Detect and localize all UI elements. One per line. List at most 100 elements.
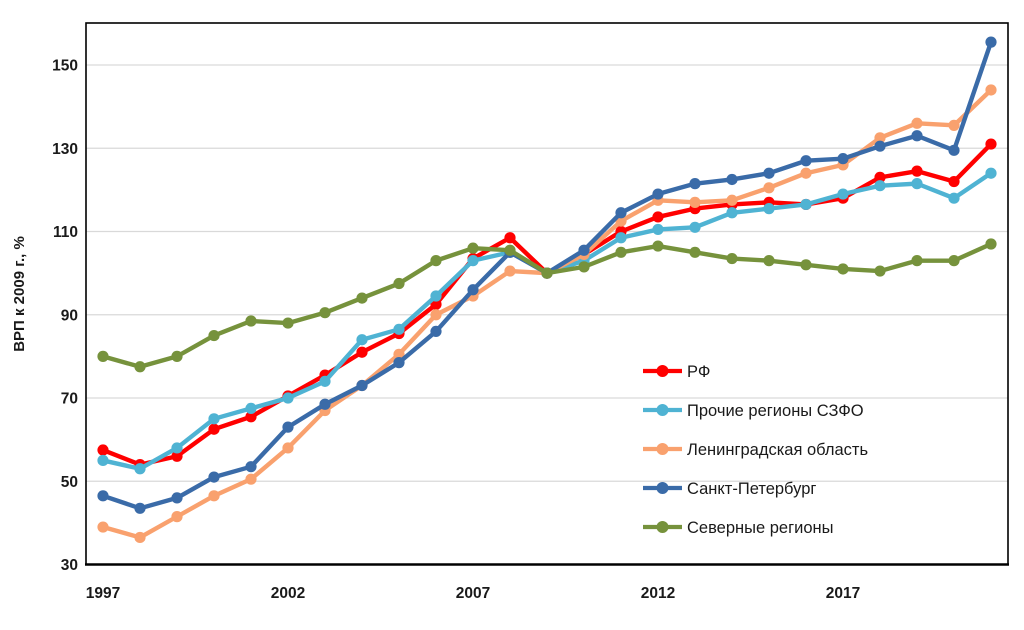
data-point: [837, 263, 849, 275]
x-tick-label: 2017: [826, 585, 860, 602]
data-point: [97, 454, 109, 467]
data-point: [874, 132, 886, 144]
data-point: [763, 203, 775, 215]
legend-marker: [656, 404, 669, 416]
data-point: [171, 450, 183, 462]
data-point: [97, 490, 109, 502]
data-point: [615, 232, 627, 244]
data-point: [245, 461, 257, 473]
data-point: [171, 492, 183, 504]
data-point: [282, 317, 294, 329]
data-point: [837, 188, 849, 200]
x-tick-label: 1997: [86, 585, 120, 602]
data-point: [134, 361, 146, 373]
data-point: [245, 402, 257, 415]
data-point: [948, 119, 960, 131]
legend-label: Северные регионы: [687, 519, 834, 537]
data-point: [948, 255, 960, 267]
data-point: [393, 357, 405, 369]
data-point: [356, 334, 368, 346]
data-point: [985, 36, 997, 48]
data-point: [356, 379, 368, 392]
data-point: [985, 238, 997, 250]
data-point: [726, 173, 738, 186]
y-tick-label: 50: [61, 474, 78, 491]
data-point: [763, 255, 775, 267]
data-point: [800, 259, 812, 271]
data-point: [356, 346, 368, 358]
data-point: [134, 463, 146, 475]
y-axis-title: ВРП к 2009 г., %: [11, 236, 28, 352]
data-point: [800, 155, 812, 167]
data-point: [911, 117, 923, 129]
legend-item-szfo-other: Прочие регионы СЗФО: [643, 402, 864, 420]
data-point: [171, 442, 183, 454]
legend-item-spb: Санкт-Петербург: [643, 480, 816, 498]
data-point: [467, 255, 479, 267]
legend-marker: [656, 482, 669, 494]
data-point: [874, 140, 886, 152]
x-tick-label: 2002: [271, 585, 305, 602]
y-tick-label: 150: [52, 58, 78, 75]
data-point: [97, 444, 109, 456]
data-point: [689, 196, 701, 208]
data-point: [97, 521, 109, 533]
data-point: [208, 471, 220, 483]
data-point: [652, 240, 664, 252]
legend-item-north: Северные регионы: [643, 519, 834, 537]
data-point: [208, 490, 220, 502]
y-tick-label: 130: [52, 141, 78, 158]
data-point: [874, 180, 886, 192]
data-point: [652, 188, 664, 200]
legend-item-lenobl: Ленинградская область: [643, 441, 868, 459]
data-point: [245, 315, 257, 327]
data-point: [911, 255, 923, 267]
legend-marker: [656, 443, 669, 455]
series-szfo-other-line: [100, 171, 994, 471]
series-lenobl: [97, 84, 997, 544]
data-point: [282, 421, 294, 433]
legend-marker: [656, 521, 669, 533]
data-point: [911, 178, 923, 190]
data-point: [208, 413, 220, 425]
data-point: [800, 198, 812, 211]
data-point: [985, 138, 997, 150]
data-point: [430, 325, 442, 337]
data-point: [319, 307, 331, 319]
data-point: [504, 232, 516, 244]
legend-label: Санкт-Петербург: [687, 480, 816, 498]
data-point: [282, 442, 294, 454]
y-tick-label: 110: [53, 224, 78, 241]
data-point: [467, 242, 479, 254]
data-point: [652, 223, 664, 236]
data-point: [504, 265, 516, 277]
legend-label: Прочие регионы СЗФО: [687, 402, 864, 420]
series-north-line: [100, 241, 994, 369]
data-point: [430, 290, 442, 302]
y-tick-label: 30: [61, 557, 78, 574]
x-tick-label: 2012: [641, 585, 675, 602]
data-point: [393, 348, 405, 360]
data-point: [911, 130, 923, 142]
data-point: [208, 329, 220, 342]
legend-item-rf: РФ: [643, 363, 710, 381]
data-point: [245, 411, 257, 423]
legend-label: Ленинградская область: [687, 441, 868, 459]
data-point: [763, 182, 775, 194]
data-point: [134, 531, 146, 544]
data-point: [911, 165, 923, 177]
data-point: [467, 284, 479, 296]
data-point: [393, 323, 405, 335]
data-point: [726, 252, 738, 265]
data-point: [134, 502, 146, 514]
data-point: [985, 84, 997, 96]
data-point: [430, 255, 442, 267]
data-point: [948, 175, 960, 188]
data-point: [319, 375, 331, 387]
x-tick-label: 2007: [456, 585, 490, 602]
data-point: [541, 267, 553, 279]
data-point: [615, 207, 627, 219]
data-point: [245, 473, 257, 485]
data-point: [948, 192, 960, 204]
